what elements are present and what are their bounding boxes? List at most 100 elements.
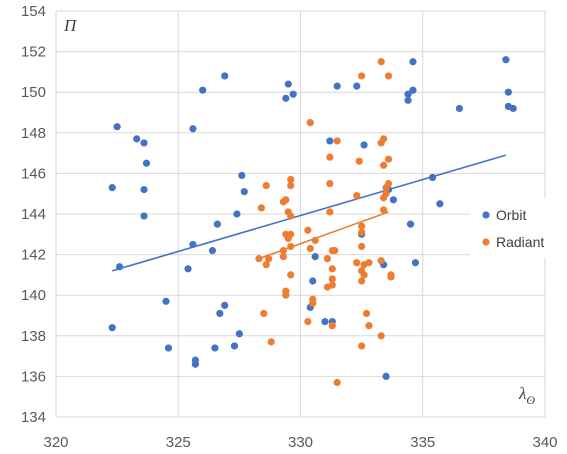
orbit-point [109,184,116,191]
orbit-point [189,125,196,132]
radiant-point [309,300,316,307]
orbit-point [231,342,238,349]
y-axis-title: Π [63,16,78,35]
orbit-point [189,241,196,248]
radiant-point [304,227,311,234]
radiant-point [387,271,394,278]
orbit-point [209,247,216,254]
radiant-point [385,72,392,79]
orbit-point [133,135,140,142]
radiant-point [326,154,333,161]
x-tick-label: 335 [410,434,435,451]
radiant-point [307,119,314,126]
radiant-point [268,338,275,345]
orbit-point [140,186,147,193]
orbit-point [285,80,292,87]
radiant-point [329,265,336,272]
radiant-point [287,271,294,278]
orbit-point [116,263,123,270]
radiant-point [358,72,365,79]
orbit-point [456,105,463,112]
radiant-point [380,206,387,213]
orbit-point [140,139,147,146]
orbit-point [409,58,416,65]
orbit-point [140,212,147,219]
orbit-point [382,373,389,380]
radiant-point [329,281,336,288]
y-tick-label: 142 [21,247,46,264]
x-tick-label: 320 [43,434,68,451]
radiant-point [385,156,392,163]
orbit-point [321,318,328,325]
orbit-point [436,200,443,207]
y-tick-label: 152 [21,44,46,61]
x-tick-label: 330 [288,434,313,451]
y-tick-label: 136 [21,368,46,385]
radiant-point [331,247,338,254]
orbit-point [214,221,221,228]
radiant-point [353,259,360,266]
radiant-point [378,58,385,65]
y-tick-label: 148 [21,125,46,142]
radiant-point [326,208,333,215]
orbit-point [192,361,199,368]
radiant-point [287,231,294,238]
radiant-point [326,180,333,187]
orbit-point [409,87,416,94]
radiant-point [358,243,365,250]
orbit-point [221,302,228,309]
orbit-point [114,123,121,130]
radiant-point [365,259,372,266]
orbit-point [360,141,367,148]
orbit-point [221,72,228,79]
y-tick-label: 146 [21,165,46,182]
orbit-point [505,89,512,96]
radiant-point [378,332,385,339]
legend-label-radiant: Radiant [496,234,544,250]
orbit-point [238,172,245,179]
orbit-point [407,221,414,228]
radiant-point [312,237,319,244]
orbit-point [412,259,419,266]
orbit-point [211,344,218,351]
radiant-point [307,245,314,252]
orbit-point [236,330,243,337]
orbit-point [162,298,169,305]
legend-marker-orbit [482,211,489,218]
radiant-point [258,204,265,211]
radiant-point [385,180,392,187]
orbit-point [502,56,509,63]
y-tick-label: 144 [21,206,46,223]
orbit-point [109,324,116,331]
orbit-point [429,174,436,181]
radiant-point [356,158,363,165]
radiant-point [358,229,365,236]
orbit-point [241,188,248,195]
radiant-point [265,255,272,262]
legend-marker-radiant [482,238,489,245]
radiant-point [282,288,289,295]
radiant-point [380,135,387,142]
orbit-point [233,210,240,217]
y-tick-label: 140 [21,287,46,304]
radiant-point [263,182,270,189]
radiant-point [287,182,294,189]
radiant-point [365,322,372,329]
orbit-point [199,87,206,94]
data-points [109,56,517,386]
radiant-point [334,137,341,144]
orbit-point [309,277,316,284]
trendlines [112,155,506,271]
orbit-point [326,137,333,144]
orbit-point [216,310,223,317]
radiant-point [282,196,289,203]
radiant-point [363,310,370,317]
radiant-point [334,379,341,386]
radiant-point [378,257,385,264]
radiant-point [382,190,389,197]
orbit-point [353,83,360,90]
y-tick-label: 138 [21,328,46,345]
orbit-point [334,83,341,90]
legend-label-orbit: Orbit [496,207,526,223]
